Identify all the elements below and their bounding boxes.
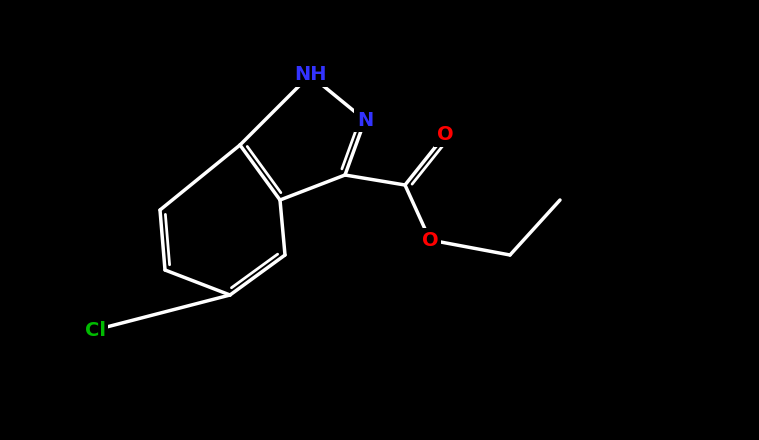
Text: O: O: [436, 125, 453, 144]
Text: NH: NH: [294, 66, 326, 84]
Text: O: O: [422, 231, 438, 249]
Text: N: N: [357, 110, 373, 129]
Text: Cl: Cl: [84, 320, 106, 340]
